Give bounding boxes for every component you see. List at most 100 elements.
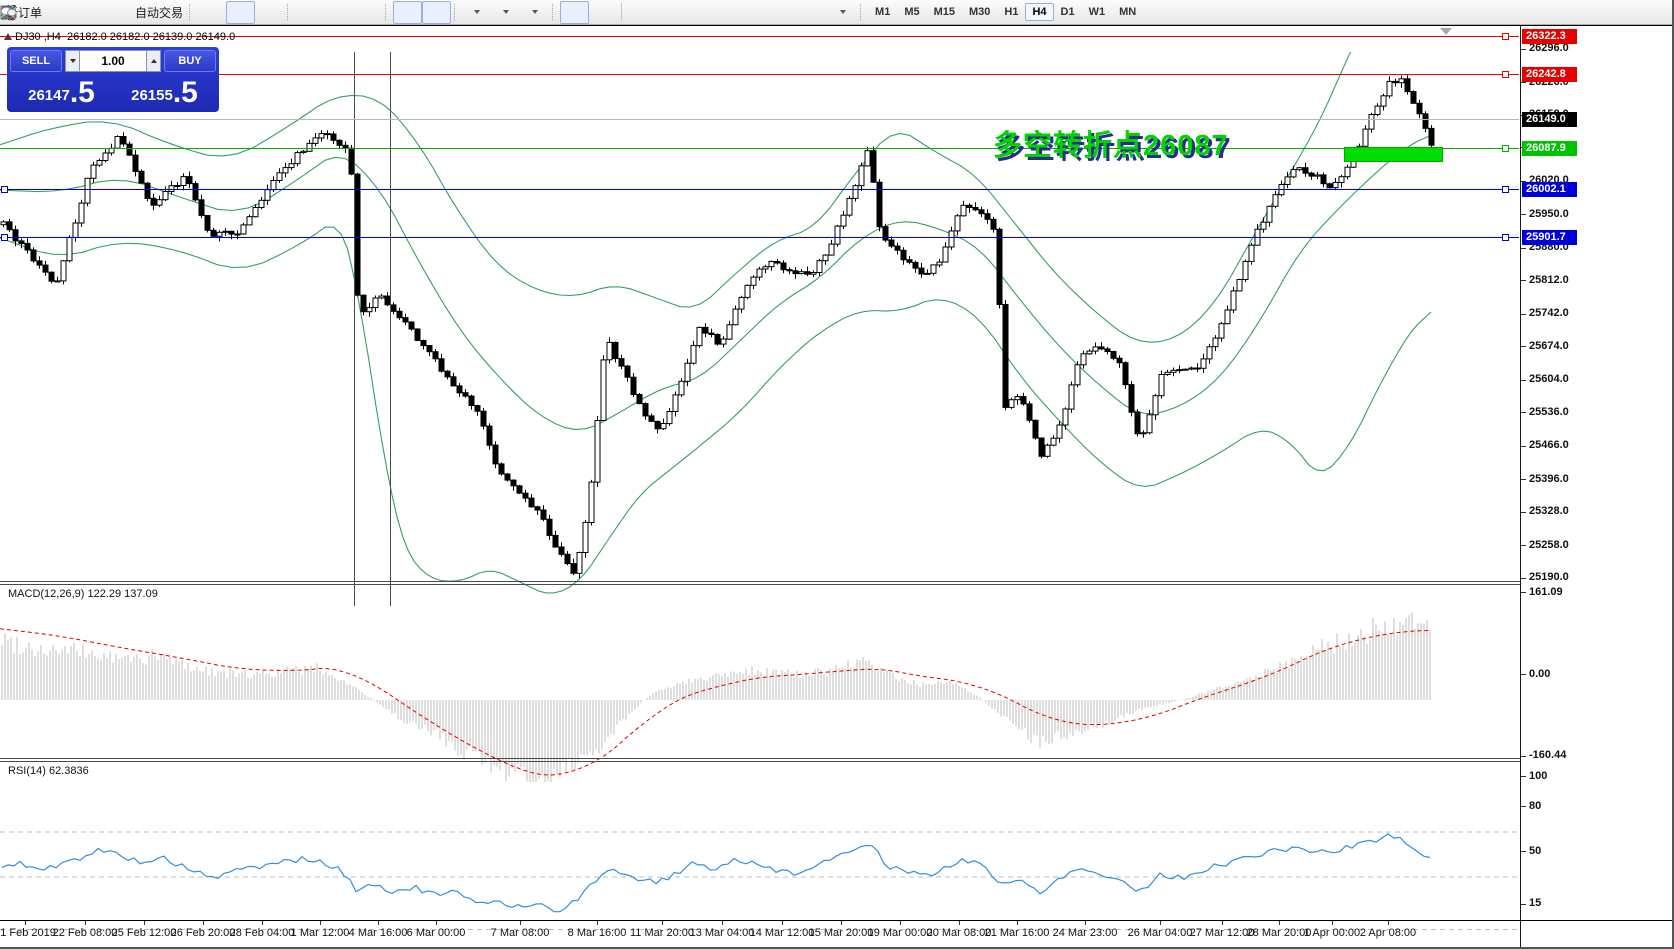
price-tick-label: 26296.0 bbox=[1529, 42, 1569, 55]
search-button[interactable] bbox=[1, 1, 1642, 24]
candle bbox=[192, 181, 199, 202]
horizontal-line-button[interactable] bbox=[1, 1, 683, 24]
candle bbox=[1134, 409, 1141, 437]
price-tick bbox=[1521, 445, 1526, 447]
chart-window[interactable] bbox=[0, 25, 1674, 949]
fibonacci-button[interactable]: F bbox=[1, 1, 770, 24]
candle bbox=[396, 307, 403, 320]
buy-button[interactable]: BUY bbox=[164, 50, 216, 72]
candle bbox=[186, 171, 193, 189]
panel-separator[interactable] bbox=[0, 581, 1521, 582]
line-handle[interactable] bbox=[1502, 145, 1509, 153]
panel-separator[interactable] bbox=[0, 758, 1521, 759]
text-label-button[interactable]: T bbox=[1, 1, 828, 24]
chart-shift-marker-icon[interactable] bbox=[1440, 28, 1452, 35]
volume-value[interactable]: 1.00 bbox=[80, 50, 146, 72]
time-label: 26 Feb 20:00 bbox=[170, 927, 236, 939]
support-line-26002[interactable] bbox=[0, 189, 1519, 191]
sell-price[interactable]: 26147.5 bbox=[28, 76, 95, 109]
timeframe-button-m5[interactable]: M5 bbox=[904, 6, 920, 18]
chat-button[interactable] bbox=[0, 1, 1671, 24]
rsi-indicator-panel[interactable] bbox=[0, 788, 1519, 946]
templates-button[interactable] bbox=[1, 1, 549, 24]
candle bbox=[1086, 349, 1093, 355]
time-label: 14 Mar 12:00 bbox=[749, 927, 815, 939]
time-tick bbox=[1085, 921, 1086, 925]
timeframe-button-mn[interactable]: MN bbox=[1119, 6, 1137, 18]
candle bbox=[414, 328, 421, 342]
support-zone-highlight[interactable] bbox=[1344, 147, 1443, 162]
one-click-collapse-icon[interactable] bbox=[4, 33, 12, 40]
pivot-annotation-text[interactable]: 多空转折点26087 bbox=[993, 130, 1229, 162]
price-tick-label: 25396.0 bbox=[1529, 472, 1569, 485]
pivot-line-26087[interactable] bbox=[0, 148, 1519, 150]
price-tick-label: 25258.0 bbox=[1529, 538, 1569, 551]
candle bbox=[936, 259, 943, 268]
time-tick bbox=[722, 921, 723, 925]
timeframe-button-m1[interactable]: M1 bbox=[875, 6, 891, 18]
support-line-25901[interactable] bbox=[0, 237, 1519, 239]
zoom-in-button[interactable] bbox=[1, 1, 324, 24]
bollinger-upper bbox=[0, 52, 1352, 343]
timeframe-button-h4[interactable]: H4 bbox=[1025, 3, 1054, 21]
candle bbox=[1344, 164, 1351, 180]
line-handle[interactable] bbox=[1, 234, 8, 242]
zoom-out-button[interactable] bbox=[1, 1, 353, 24]
candle bbox=[1122, 361, 1129, 389]
time-tick bbox=[520, 921, 521, 925]
new-chart-button[interactable] bbox=[1, 1, 491, 24]
candle bbox=[1296, 166, 1303, 171]
candle bbox=[666, 408, 673, 426]
timeframe-button-d1[interactable]: D1 bbox=[1060, 6, 1075, 18]
resistance-line-26322[interactable] bbox=[0, 36, 1519, 38]
signals-button[interactable] bbox=[2, 1, 132, 24]
candle bbox=[522, 489, 529, 503]
candle bbox=[498, 462, 505, 476]
candle bbox=[1248, 243, 1255, 265]
ohlc-values: 26182.0 26182.0 26139.0 26149.0 bbox=[66, 31, 236, 43]
line-chart-button[interactable] bbox=[0, 1, 284, 24]
candle bbox=[1362, 125, 1369, 148]
candle bbox=[612, 341, 619, 363]
volume-increase-button[interactable] bbox=[146, 50, 161, 72]
panel-separator[interactable] bbox=[0, 584, 1521, 585]
trendline-button[interactable] bbox=[1, 1, 712, 24]
resistance-line-26242[interactable] bbox=[0, 74, 1519, 76]
bar-chart-button[interactable] bbox=[2, 1, 226, 24]
crosshair-button[interactable] bbox=[1, 1, 618, 24]
time-tick bbox=[900, 921, 901, 925]
macd-indicator-panel[interactable] bbox=[0, 611, 1519, 783]
vertical-line-button[interactable] bbox=[7, 1, 654, 24]
volume-decrease-button[interactable] bbox=[65, 50, 80, 72]
line-handle[interactable] bbox=[1502, 234, 1509, 242]
arrows-button[interactable] bbox=[1, 1, 857, 24]
cursor-button[interactable] bbox=[5, 0, 590, 24]
chart-shift-button[interactable] bbox=[1, 0, 452, 24]
sell-button[interactable]: SELL bbox=[10, 50, 62, 72]
timeframe-button-m15[interactable]: M15 bbox=[933, 6, 955, 18]
line-handle[interactable] bbox=[1502, 186, 1509, 194]
candle bbox=[462, 389, 469, 398]
candle bbox=[390, 302, 397, 315]
timeframe-button-w1[interactable]: W1 bbox=[1088, 6, 1106, 18]
candle bbox=[90, 161, 97, 183]
panel-separator[interactable] bbox=[0, 761, 1521, 762]
line-handle[interactable] bbox=[1, 186, 8, 194]
line-handle[interactable] bbox=[1502, 71, 1509, 79]
buy-price[interactable]: 26155.5 bbox=[131, 76, 198, 109]
auto-scroll-button[interactable] bbox=[1, 0, 423, 24]
timeframe-button-h1[interactable]: H1 bbox=[1004, 6, 1019, 18]
periods-button[interactable] bbox=[1, 1, 520, 24]
text-button[interactable]: A bbox=[4, 1, 799, 24]
candle bbox=[1068, 381, 1075, 413]
chart-window-button[interactable] bbox=[1, 1, 103, 24]
autotrading-button[interactable]: 自动交易 bbox=[0, 1, 186, 24]
line-handle[interactable] bbox=[1502, 33, 1509, 41]
tile-windows-button[interactable] bbox=[0, 1, 382, 24]
eraser-button[interactable] bbox=[1, 1, 74, 24]
timeframe-button-m30[interactable]: M30 bbox=[969, 6, 991, 18]
main-price-chart[interactable] bbox=[0, 52, 1519, 606]
candlestick-chart-button[interactable] bbox=[2, 0, 256, 24]
equidistant-channel-button[interactable]: E bbox=[0, 1, 741, 24]
current-price-line[interactable] bbox=[0, 119, 1519, 121]
